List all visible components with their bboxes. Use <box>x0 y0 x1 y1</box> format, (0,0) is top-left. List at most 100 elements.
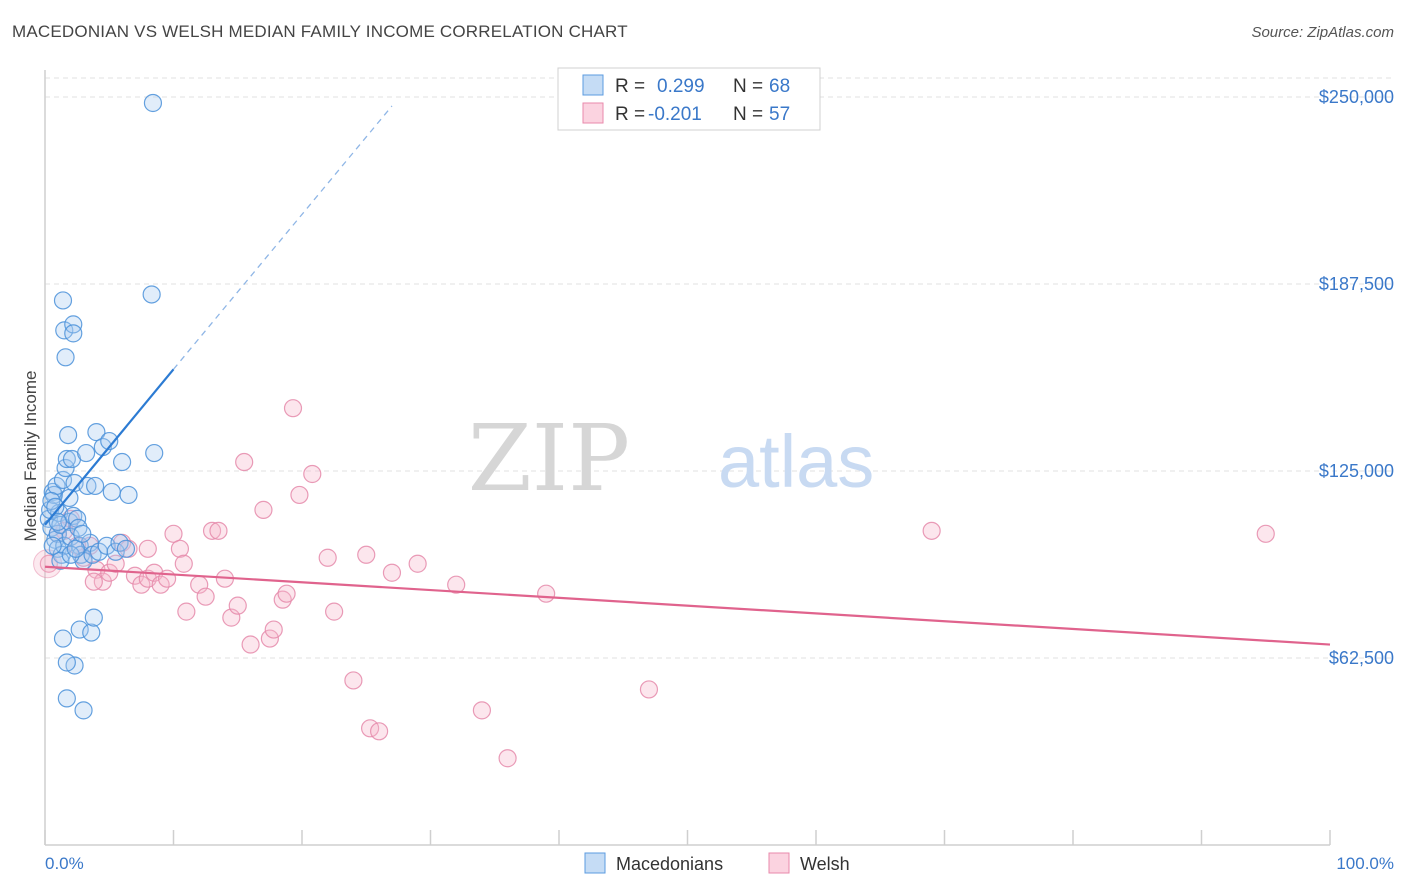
stats-n-label-1: N = <box>733 76 763 97</box>
welsh-point <box>408 554 427 573</box>
welsh-point <box>241 635 260 654</box>
welsh-point <box>277 584 296 603</box>
stats-n-value-2: 57 <box>769 104 790 125</box>
macedonian-points <box>39 93 164 720</box>
macedonian-point <box>106 542 125 561</box>
macedonian-point <box>112 452 132 472</box>
stats-swatch-macedonians <box>582 74 604 96</box>
welsh-point <box>170 539 190 558</box>
welsh-points <box>33 399 1275 768</box>
stats-r-value-1: 0.299 <box>657 76 705 97</box>
welsh-point <box>382 563 402 582</box>
macedonian-point <box>119 485 138 505</box>
stats-legend: R = 0.299 N = 68 R = -0.201 N = 57 <box>557 67 821 131</box>
watermark-zip: ZIP <box>468 405 630 512</box>
x-axis-ticks <box>44 830 1331 845</box>
y-tick-label: $125,000 <box>1319 461 1394 481</box>
welsh-trend-line <box>44 565 1331 646</box>
macedonian-point <box>59 425 78 445</box>
macedonian-point <box>53 470 73 490</box>
stats-swatch-welsh <box>582 102 604 124</box>
welsh-point <box>537 584 556 603</box>
y-tick-label: $62,500 <box>1329 648 1394 668</box>
stats-n-label-2: N = <box>733 104 763 125</box>
welsh-point <box>498 749 517 768</box>
welsh-point <box>325 602 344 621</box>
welsh-point <box>138 539 157 558</box>
welsh-point <box>260 629 279 648</box>
macedonian-point <box>143 93 163 113</box>
legend-swatch-macedonians <box>584 852 606 874</box>
macedonian-point <box>57 653 76 672</box>
macedonian-point <box>87 423 106 442</box>
macedonian-point <box>57 689 76 708</box>
welsh-point <box>235 452 254 472</box>
macedonian-point <box>82 623 101 642</box>
welsh-point <box>447 575 466 594</box>
macedonian-point <box>74 701 93 720</box>
macedonian-trend-extension <box>172 105 393 370</box>
macedonian-point <box>53 291 73 310</box>
y-tick-label: $250,000 <box>1319 87 1394 107</box>
macedonian-point <box>77 443 96 463</box>
welsh-point <box>472 701 491 720</box>
y-tick-label: $187,500 <box>1319 274 1394 294</box>
welsh-point <box>254 500 273 519</box>
macedonian-point <box>60 488 79 508</box>
source-label: Source: ZipAtlas.com <box>1251 24 1394 41</box>
macedonian-point <box>57 449 76 469</box>
stats-r-label-1: R = <box>615 76 645 97</box>
macedonian-point <box>66 539 85 558</box>
legend-label-welsh: Welsh <box>800 854 850 874</box>
welsh-point <box>174 554 193 573</box>
macedonian-point <box>84 608 103 627</box>
macedonian-trend-line <box>44 368 175 526</box>
macedonian-point <box>100 431 119 451</box>
macedonian-point <box>86 476 105 496</box>
welsh-point <box>303 464 322 484</box>
bottom-legend: Macedonians Welsh <box>584 852 850 874</box>
welsh-point <box>357 545 376 564</box>
watermark-atlas: atlas <box>718 420 874 503</box>
macedonian-point <box>64 324 83 343</box>
welsh-point <box>639 680 659 699</box>
macedonian-point <box>61 545 80 564</box>
welsh-point <box>264 620 283 639</box>
macedonian-point <box>116 539 136 558</box>
welsh-point <box>164 524 183 543</box>
macedonian-point <box>51 551 70 570</box>
macedonian-point <box>70 620 89 639</box>
trend-lines <box>44 105 1331 646</box>
welsh-point <box>290 485 309 505</box>
macedonian-point <box>56 348 75 367</box>
macedonian-point <box>43 536 62 555</box>
welsh-point <box>100 563 119 582</box>
welsh-point <box>209 521 228 540</box>
welsh-point <box>228 596 247 615</box>
legend-swatch-welsh <box>768 852 790 874</box>
welsh-point <box>283 399 303 418</box>
welsh-point <box>1256 524 1275 543</box>
macedonian-point <box>48 512 67 531</box>
stats-r-label-2: R = <box>615 104 645 125</box>
macedonian-point <box>53 629 73 648</box>
welsh-point <box>177 602 196 621</box>
welsh-point <box>344 671 363 690</box>
macedonian-point <box>145 443 164 463</box>
macedonian-point <box>102 482 121 502</box>
macedonian-point <box>73 524 92 543</box>
welsh-point <box>196 587 215 606</box>
chart-title: MACEDONIAN VS WELSH MEDIAN FAMILY INCOME… <box>12 22 628 41</box>
welsh-point <box>318 548 337 567</box>
y-tick-labels: $62,500 $125,000 $187,500 $250,000 <box>1319 87 1394 668</box>
welsh-point <box>202 521 222 540</box>
stats-r-value-2: -0.201 <box>648 104 702 125</box>
x-tick-label-min: 0.0% <box>45 854 84 873</box>
gridlines <box>45 77 1394 659</box>
welsh-point <box>84 572 103 591</box>
stats-n-value-1: 68 <box>769 76 790 97</box>
welsh-point <box>922 521 941 540</box>
macedonian-point <box>46 497 65 517</box>
y-axis-title: Median Family Income <box>21 370 40 541</box>
